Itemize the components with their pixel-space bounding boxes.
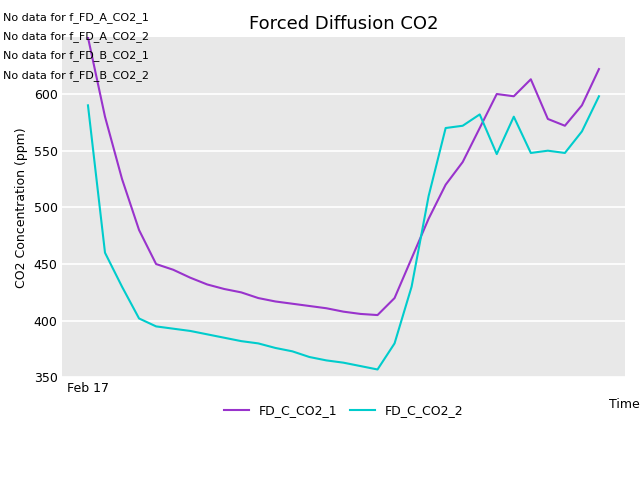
- FD_C_CO2_1: [101, 114, 109, 120]
- FD_C_CO2_2: [527, 150, 534, 156]
- Y-axis label: CO2 Concentration (ppm): CO2 Concentration (ppm): [15, 127, 28, 288]
- FD_C_CO2_1: [152, 261, 160, 267]
- FD_C_CO2_1: [459, 159, 467, 165]
- FD_C_CO2_2: [390, 340, 398, 346]
- Text: No data for f_FD_A_CO2_1: No data for f_FD_A_CO2_1: [3, 12, 149, 23]
- FD_C_CO2_2: [118, 284, 126, 289]
- FD_C_CO2_2: [340, 360, 348, 366]
- FD_C_CO2_1: [271, 299, 279, 304]
- FD_C_CO2_2: [459, 123, 467, 129]
- FD_C_CO2_2: [289, 348, 296, 354]
- FD_C_CO2_1: [170, 267, 177, 273]
- FD_C_CO2_2: [374, 367, 381, 372]
- FD_C_CO2_1: [340, 309, 348, 314]
- FD_C_CO2_2: [544, 148, 552, 154]
- FD_C_CO2_2: [204, 332, 211, 337]
- FD_C_CO2_2: [356, 363, 364, 369]
- FD_C_CO2_1: [84, 35, 92, 40]
- FD_C_CO2_1: [493, 91, 500, 97]
- FD_C_CO2_2: [510, 114, 518, 120]
- Legend: FD_C_CO2_1, FD_C_CO2_2: FD_C_CO2_1, FD_C_CO2_2: [219, 399, 468, 422]
- FD_C_CO2_2: [578, 129, 586, 134]
- FD_C_CO2_1: [390, 295, 398, 301]
- FD_C_CO2_2: [170, 326, 177, 332]
- Text: No data for f_FD_A_CO2_2: No data for f_FD_A_CO2_2: [3, 31, 149, 42]
- FD_C_CO2_1: [425, 216, 433, 222]
- FD_C_CO2_1: [356, 311, 364, 317]
- FD_C_CO2_1: [374, 312, 381, 318]
- FD_C_CO2_2: [255, 340, 262, 346]
- FD_C_CO2_2: [493, 151, 500, 157]
- FD_C_CO2_1: [561, 123, 569, 129]
- FD_C_CO2_1: [442, 182, 449, 188]
- Text: No data for f_FD_B_CO2_1: No data for f_FD_B_CO2_1: [3, 50, 149, 61]
- FD_C_CO2_2: [476, 111, 484, 117]
- FD_C_CO2_1: [289, 301, 296, 307]
- Line: FD_C_CO2_1: FD_C_CO2_1: [88, 37, 599, 315]
- FD_C_CO2_2: [442, 125, 449, 131]
- FD_C_CO2_1: [220, 286, 228, 292]
- FD_C_CO2_2: [135, 315, 143, 321]
- FD_C_CO2_1: [476, 125, 484, 131]
- FD_C_CO2_1: [408, 255, 415, 261]
- FD_C_CO2_2: [561, 150, 569, 156]
- FD_C_CO2_2: [186, 328, 194, 334]
- FD_C_CO2_1: [118, 176, 126, 182]
- FD_C_CO2_2: [425, 193, 433, 199]
- FD_C_CO2_2: [595, 94, 603, 99]
- X-axis label: Time: Time: [609, 398, 640, 411]
- FD_C_CO2_1: [510, 94, 518, 99]
- FD_C_CO2_1: [527, 76, 534, 82]
- FD_C_CO2_2: [237, 338, 245, 344]
- FD_C_CO2_2: [305, 354, 313, 360]
- FD_C_CO2_1: [578, 102, 586, 108]
- FD_C_CO2_1: [204, 282, 211, 288]
- FD_C_CO2_1: [323, 305, 330, 311]
- FD_C_CO2_1: [305, 303, 313, 309]
- FD_C_CO2_1: [186, 275, 194, 280]
- FD_C_CO2_2: [220, 335, 228, 341]
- FD_C_CO2_1: [135, 227, 143, 233]
- FD_C_CO2_2: [84, 102, 92, 108]
- FD_C_CO2_1: [255, 295, 262, 301]
- FD_C_CO2_2: [323, 358, 330, 363]
- Text: No data for f_FD_B_CO2_2: No data for f_FD_B_CO2_2: [3, 70, 149, 81]
- FD_C_CO2_2: [101, 250, 109, 255]
- Title: Forced Diffusion CO2: Forced Diffusion CO2: [249, 15, 438, 33]
- FD_C_CO2_1: [544, 116, 552, 122]
- FD_C_CO2_2: [271, 345, 279, 351]
- Line: FD_C_CO2_2: FD_C_CO2_2: [88, 96, 599, 370]
- FD_C_CO2_2: [152, 324, 160, 329]
- FD_C_CO2_1: [237, 289, 245, 295]
- FD_C_CO2_1: [595, 66, 603, 72]
- FD_C_CO2_2: [408, 284, 415, 289]
